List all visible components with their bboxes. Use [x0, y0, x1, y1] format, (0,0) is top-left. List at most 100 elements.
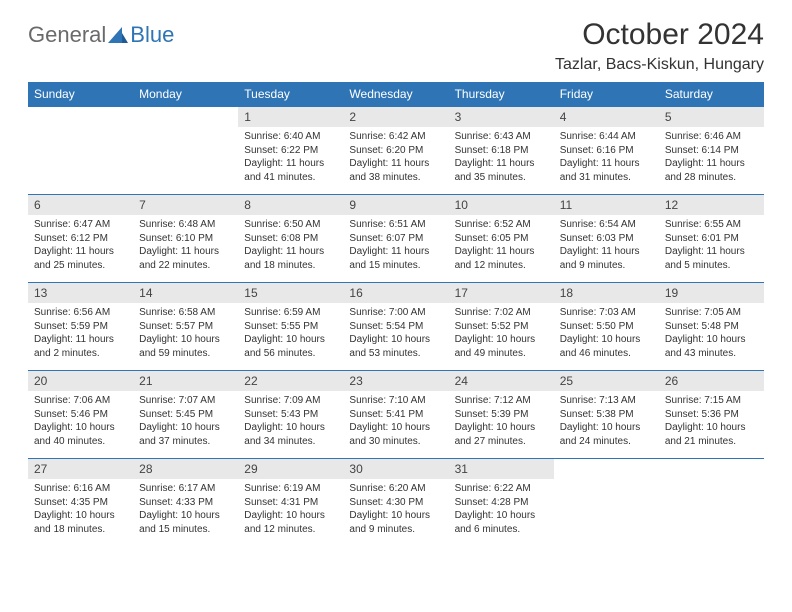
day-content: Sunrise: 6:46 AMSunset: 6:14 PMDaylight:…: [659, 127, 764, 188]
calendar-cell: 5Sunrise: 6:46 AMSunset: 6:14 PMDaylight…: [659, 107, 764, 195]
weekday-header-row: SundayMondayTuesdayWednesdayThursdayFrid…: [28, 82, 764, 107]
calendar-row: 13Sunrise: 6:56 AMSunset: 5:59 PMDayligh…: [28, 283, 764, 371]
day-content: Sunrise: 6:58 AMSunset: 5:57 PMDaylight:…: [133, 303, 238, 364]
calendar-cell: 8Sunrise: 6:50 AMSunset: 6:08 PMDaylight…: [238, 195, 343, 283]
calendar-cell: [659, 459, 764, 547]
calendar-cell: 29Sunrise: 6:19 AMSunset: 4:31 PMDayligh…: [238, 459, 343, 547]
calendar-cell: 16Sunrise: 7:00 AMSunset: 5:54 PMDayligh…: [343, 283, 448, 371]
day-number: 16: [343, 283, 448, 303]
day-number: 20: [28, 371, 133, 391]
day-number: 2: [343, 107, 448, 127]
day-content: Sunrise: 7:10 AMSunset: 5:41 PMDaylight:…: [343, 391, 448, 452]
calendar-cell: 30Sunrise: 6:20 AMSunset: 4:30 PMDayligh…: [343, 459, 448, 547]
day-content: Sunrise: 7:15 AMSunset: 5:36 PMDaylight:…: [659, 391, 764, 452]
day-content: Sunrise: 7:02 AMSunset: 5:52 PMDaylight:…: [449, 303, 554, 364]
calendar-cell: 13Sunrise: 6:56 AMSunset: 5:59 PMDayligh…: [28, 283, 133, 371]
day-number: 12: [659, 195, 764, 215]
day-number: 5: [659, 107, 764, 127]
calendar-cell: 15Sunrise: 6:59 AMSunset: 5:55 PMDayligh…: [238, 283, 343, 371]
calendar-cell: 17Sunrise: 7:02 AMSunset: 5:52 PMDayligh…: [449, 283, 554, 371]
day-number: 28: [133, 459, 238, 479]
day-number: 11: [554, 195, 659, 215]
day-number: 26: [659, 371, 764, 391]
calendar-cell: 1Sunrise: 6:40 AMSunset: 6:22 PMDaylight…: [238, 107, 343, 195]
day-number: 1: [238, 107, 343, 127]
day-number: 24: [449, 371, 554, 391]
day-number: 8: [238, 195, 343, 215]
calendar-cell: 3Sunrise: 6:43 AMSunset: 6:18 PMDaylight…: [449, 107, 554, 195]
calendar-cell: 31Sunrise: 6:22 AMSunset: 4:28 PMDayligh…: [449, 459, 554, 547]
calendar-cell: [133, 107, 238, 195]
weekday-header: Saturday: [659, 82, 764, 107]
logo-text-general: General: [28, 22, 106, 48]
day-number: 19: [659, 283, 764, 303]
calendar-table: SundayMondayTuesdayWednesdayThursdayFrid…: [28, 82, 764, 547]
day-content: Sunrise: 7:03 AMSunset: 5:50 PMDaylight:…: [554, 303, 659, 364]
weekday-header: Wednesday: [343, 82, 448, 107]
location-text: Tazlar, Bacs-Kiskun, Hungary: [555, 56, 764, 74]
day-content: Sunrise: 7:06 AMSunset: 5:46 PMDaylight:…: [28, 391, 133, 452]
day-number: 18: [554, 283, 659, 303]
day-number: 17: [449, 283, 554, 303]
day-content: Sunrise: 6:51 AMSunset: 6:07 PMDaylight:…: [343, 215, 448, 276]
day-content: Sunrise: 6:50 AMSunset: 6:08 PMDaylight:…: [238, 215, 343, 276]
header: General Blue October 2024 Tazlar, Bacs-K…: [28, 18, 764, 74]
logo-text-blue: Blue: [130, 22, 174, 48]
day-content: Sunrise: 6:54 AMSunset: 6:03 PMDaylight:…: [554, 215, 659, 276]
day-content: Sunrise: 6:17 AMSunset: 4:33 PMDaylight:…: [133, 479, 238, 540]
day-content: Sunrise: 7:09 AMSunset: 5:43 PMDaylight:…: [238, 391, 343, 452]
weekday-header: Sunday: [28, 82, 133, 107]
calendar-cell: 10Sunrise: 6:52 AMSunset: 6:05 PMDayligh…: [449, 195, 554, 283]
day-number: 15: [238, 283, 343, 303]
calendar-cell: 18Sunrise: 7:03 AMSunset: 5:50 PMDayligh…: [554, 283, 659, 371]
day-content: Sunrise: 6:52 AMSunset: 6:05 PMDaylight:…: [449, 215, 554, 276]
day-content: Sunrise: 7:07 AMSunset: 5:45 PMDaylight:…: [133, 391, 238, 452]
day-number: 29: [238, 459, 343, 479]
calendar-cell: 14Sunrise: 6:58 AMSunset: 5:57 PMDayligh…: [133, 283, 238, 371]
day-content: Sunrise: 6:42 AMSunset: 6:20 PMDaylight:…: [343, 127, 448, 188]
day-content: Sunrise: 6:55 AMSunset: 6:01 PMDaylight:…: [659, 215, 764, 276]
day-content: Sunrise: 6:44 AMSunset: 6:16 PMDaylight:…: [554, 127, 659, 188]
calendar-cell: 4Sunrise: 6:44 AMSunset: 6:16 PMDaylight…: [554, 107, 659, 195]
day-number: 4: [554, 107, 659, 127]
calendar-cell: 25Sunrise: 7:13 AMSunset: 5:38 PMDayligh…: [554, 371, 659, 459]
weekday-header: Friday: [554, 82, 659, 107]
day-number: 21: [133, 371, 238, 391]
weekday-header: Thursday: [449, 82, 554, 107]
day-content: Sunrise: 6:43 AMSunset: 6:18 PMDaylight:…: [449, 127, 554, 188]
calendar-cell: 2Sunrise: 6:42 AMSunset: 6:20 PMDaylight…: [343, 107, 448, 195]
calendar-cell: 27Sunrise: 6:16 AMSunset: 4:35 PMDayligh…: [28, 459, 133, 547]
day-number: 3: [449, 107, 554, 127]
day-content: Sunrise: 6:47 AMSunset: 6:12 PMDaylight:…: [28, 215, 133, 276]
day-content: Sunrise: 6:20 AMSunset: 4:30 PMDaylight:…: [343, 479, 448, 540]
day-content: Sunrise: 7:05 AMSunset: 5:48 PMDaylight:…: [659, 303, 764, 364]
day-number: 25: [554, 371, 659, 391]
day-number: 9: [343, 195, 448, 215]
day-content: Sunrise: 6:16 AMSunset: 4:35 PMDaylight:…: [28, 479, 133, 540]
day-content: Sunrise: 6:56 AMSunset: 5:59 PMDaylight:…: [28, 303, 133, 364]
calendar-cell: 21Sunrise: 7:07 AMSunset: 5:45 PMDayligh…: [133, 371, 238, 459]
title-block: October 2024 Tazlar, Bacs-Kiskun, Hungar…: [555, 18, 764, 74]
calendar-row: 1Sunrise: 6:40 AMSunset: 6:22 PMDaylight…: [28, 107, 764, 195]
calendar-cell: 26Sunrise: 7:15 AMSunset: 5:36 PMDayligh…: [659, 371, 764, 459]
day-content: Sunrise: 6:19 AMSunset: 4:31 PMDaylight:…: [238, 479, 343, 540]
calendar-row: 6Sunrise: 6:47 AMSunset: 6:12 PMDaylight…: [28, 195, 764, 283]
day-number: 27: [28, 459, 133, 479]
calendar-cell: [28, 107, 133, 195]
day-content: Sunrise: 6:59 AMSunset: 5:55 PMDaylight:…: [238, 303, 343, 364]
calendar-cell: 6Sunrise: 6:47 AMSunset: 6:12 PMDaylight…: [28, 195, 133, 283]
calendar-cell: 9Sunrise: 6:51 AMSunset: 6:07 PMDaylight…: [343, 195, 448, 283]
calendar-cell: 7Sunrise: 6:48 AMSunset: 6:10 PMDaylight…: [133, 195, 238, 283]
weekday-header: Tuesday: [238, 82, 343, 107]
day-number: 31: [449, 459, 554, 479]
day-content: Sunrise: 6:40 AMSunset: 6:22 PMDaylight:…: [238, 127, 343, 188]
month-title: October 2024: [555, 18, 764, 52]
calendar-row: 27Sunrise: 6:16 AMSunset: 4:35 PMDayligh…: [28, 459, 764, 547]
calendar-cell: 23Sunrise: 7:10 AMSunset: 5:41 PMDayligh…: [343, 371, 448, 459]
day-number: 13: [28, 283, 133, 303]
calendar-row: 20Sunrise: 7:06 AMSunset: 5:46 PMDayligh…: [28, 371, 764, 459]
calendar-cell: 20Sunrise: 7:06 AMSunset: 5:46 PMDayligh…: [28, 371, 133, 459]
day-number: 30: [343, 459, 448, 479]
day-content: Sunrise: 7:12 AMSunset: 5:39 PMDaylight:…: [449, 391, 554, 452]
day-number: 22: [238, 371, 343, 391]
